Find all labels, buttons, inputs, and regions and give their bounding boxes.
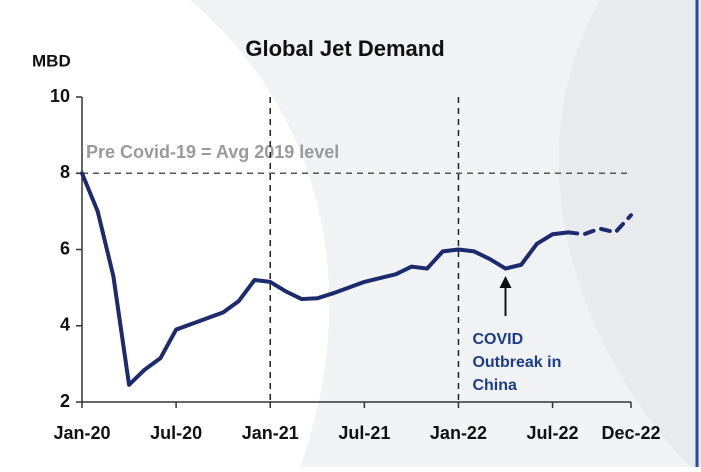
annotation-text: COVID	[472, 331, 523, 348]
x-tick-label: Jan-21	[242, 423, 299, 443]
x-tick-label: Jan-20	[53, 423, 110, 443]
y-axis-label: MBD	[32, 51, 71, 70]
annotation-arrowhead	[499, 276, 512, 288]
x-tick-label: Jul-21	[338, 423, 390, 443]
y-tick-label: 10	[50, 86, 70, 106]
annotation-text: Outbreak in	[472, 354, 561, 371]
x-tick-label: Dec-22	[601, 423, 660, 443]
y-tick-label: 6	[60, 238, 70, 258]
y-tick-label: 8	[60, 162, 70, 182]
series-line	[80, 171, 571, 387]
chart-title: Global Jet Demand	[245, 36, 444, 61]
reference-label: Pre Covid-19 = Avg 2019 level	[86, 142, 339, 162]
y-tick-label: 4	[60, 315, 70, 335]
background-swoosh	[558, 0, 701, 467]
x-tick-label: Jul-20	[150, 423, 202, 443]
x-tick-label: Jan-22	[430, 423, 487, 443]
series-line	[566, 213, 633, 237]
x-tick-label: Jul-22	[527, 423, 579, 443]
y-tick-label: 2	[60, 391, 70, 411]
annotation-text: China	[472, 377, 517, 394]
